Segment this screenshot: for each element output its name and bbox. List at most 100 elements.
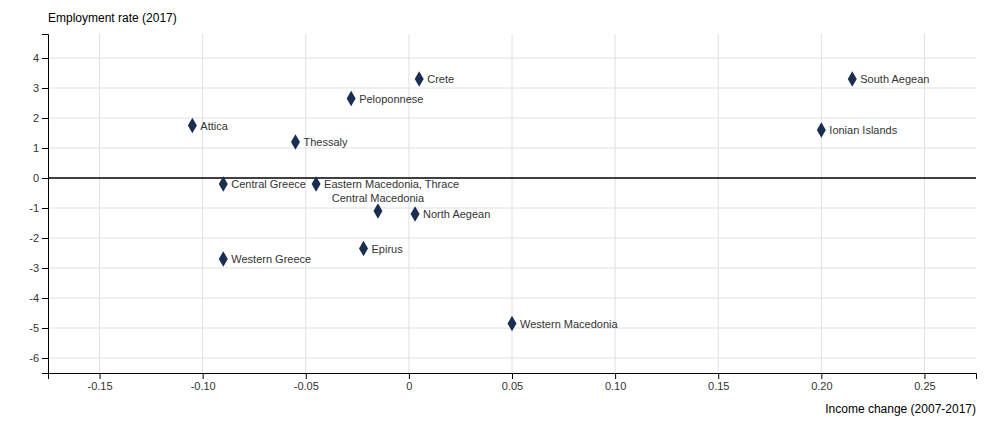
tick-label: 2 bbox=[33, 112, 39, 124]
point bbox=[817, 122, 826, 138]
point bbox=[219, 176, 228, 192]
point-label: Crete bbox=[427, 73, 454, 85]
point-label: North Aegean bbox=[423, 208, 490, 220]
tick-label: -2 bbox=[29, 232, 39, 244]
point bbox=[359, 241, 368, 257]
tick-label: -0.15 bbox=[88, 380, 113, 392]
grid-line bbox=[821, 34, 822, 373]
tick-label: -1 bbox=[29, 202, 39, 214]
grid-line bbox=[48, 118, 976, 119]
chart: -0.15 -0.10 -0.05 0 0.05 0.10 0.15 0.20 0.25 -6 -5… bbox=[0, 0, 1000, 425]
tick-label: 0.05 bbox=[502, 380, 523, 392]
tick-label: -3 bbox=[29, 262, 39, 274]
point-label: South Aegean bbox=[860, 73, 929, 85]
tick-label: -6 bbox=[29, 352, 39, 364]
tick-label: -5 bbox=[29, 322, 39, 334]
point-label: Central Macedonia bbox=[332, 192, 425, 204]
tick-label: 0.20 bbox=[811, 380, 832, 392]
tick-mark bbox=[203, 373, 204, 379]
tick-mark bbox=[42, 88, 48, 89]
tick-mark bbox=[42, 358, 48, 359]
y-tick: 0 bbox=[33, 172, 48, 184]
tick-mark bbox=[42, 238, 48, 239]
tick-mark bbox=[100, 373, 101, 379]
tick-label: -0.10 bbox=[191, 380, 216, 392]
tick-mark bbox=[42, 58, 48, 59]
tick-mark bbox=[42, 268, 48, 269]
y-tick: -3 bbox=[29, 262, 48, 274]
tick-label: 1 bbox=[33, 142, 39, 154]
y-tick: 4 bbox=[33, 52, 48, 64]
tick-mark bbox=[42, 148, 48, 149]
tick-mark bbox=[615, 373, 616, 379]
point bbox=[415, 71, 424, 87]
tick-mark bbox=[42, 178, 48, 179]
grid-line bbox=[48, 268, 976, 269]
point-label: Central Greece bbox=[231, 178, 306, 190]
y-axis-title: Employment rate (2017) bbox=[48, 11, 177, 25]
axis-line bbox=[49, 374, 977, 380]
tick-mark bbox=[409, 373, 410, 379]
grid bbox=[48, 34, 976, 373]
point bbox=[508, 316, 517, 332]
x-axis: -0.15 -0.10 -0.05 0 0.05 0.10 0.15 0.20 0.25 bbox=[49, 373, 977, 392]
grid-line bbox=[718, 34, 719, 373]
tick-mark bbox=[821, 373, 822, 379]
tick-label: 0 bbox=[406, 380, 412, 392]
point-labels: Crete Peloponnese Attica Thessaly Central Gr… bbox=[200, 73, 929, 330]
tick-label: 3 bbox=[33, 82, 39, 94]
point-label: Western Greece bbox=[231, 253, 311, 265]
point bbox=[411, 206, 420, 222]
y-tick: 3 bbox=[33, 82, 48, 94]
tick-label: 0.25 bbox=[914, 380, 935, 392]
point-label: Western Macedonia bbox=[520, 318, 619, 330]
x-tick: 0.25 bbox=[914, 373, 935, 392]
point bbox=[219, 251, 228, 267]
grid-line bbox=[305, 34, 306, 373]
tick-label: 4 bbox=[33, 52, 39, 64]
grid-line bbox=[202, 34, 203, 373]
point bbox=[188, 118, 197, 134]
zero-line bbox=[48, 177, 976, 179]
tick-mark bbox=[718, 373, 719, 379]
point-label: Eastern Macedonia, Thrace bbox=[324, 178, 459, 190]
tick-label: 0.10 bbox=[605, 380, 626, 392]
y-tick: -2 bbox=[29, 232, 48, 244]
point-label: Attica bbox=[200, 120, 228, 132]
axis-line bbox=[42, 35, 49, 374]
x-tick: 0.15 bbox=[708, 373, 729, 392]
grid-line bbox=[48, 298, 976, 299]
tick-mark bbox=[42, 118, 48, 119]
grid-line bbox=[48, 88, 976, 89]
y-tick: -6 bbox=[29, 352, 48, 364]
point bbox=[848, 71, 857, 87]
plot: -0.15 -0.10 -0.05 0 0.05 0.10 0.15 0.20 0.25 -6 -5… bbox=[29, 34, 976, 392]
x-tick: -0.05 bbox=[294, 373, 319, 392]
grid-line bbox=[48, 358, 976, 359]
y-tick: -1 bbox=[29, 202, 48, 214]
points bbox=[188, 71, 857, 331]
tick-mark bbox=[306, 373, 307, 379]
grid-line bbox=[48, 208, 976, 209]
point bbox=[291, 134, 300, 150]
x-tick: 0.05 bbox=[502, 373, 523, 392]
grid-line bbox=[48, 148, 976, 149]
point-label: Ionian Islands bbox=[829, 124, 897, 136]
tick-mark bbox=[42, 298, 48, 299]
x-tick: 0.20 bbox=[811, 373, 832, 392]
y-tick: 2 bbox=[33, 112, 48, 124]
y-axis: -6 -5 -4 -3 -2 -1 0 1 2 3 4 bbox=[29, 35, 48, 374]
x-tick: 0 bbox=[406, 373, 412, 392]
tick-mark bbox=[42, 208, 48, 209]
point-label: Thessaly bbox=[303, 136, 348, 148]
x-tick: -0.15 bbox=[88, 373, 113, 392]
tick-mark bbox=[512, 373, 513, 379]
tick-label: 0.15 bbox=[708, 380, 729, 392]
x-tick: 0.10 bbox=[605, 373, 626, 392]
tick-mark bbox=[924, 373, 925, 379]
tick-label: -4 bbox=[29, 292, 39, 304]
point bbox=[347, 91, 356, 107]
point-label: Peloponnese bbox=[359, 93, 423, 105]
point bbox=[373, 203, 382, 219]
x-axis-title: Income change (2007-2017) bbox=[825, 402, 976, 416]
